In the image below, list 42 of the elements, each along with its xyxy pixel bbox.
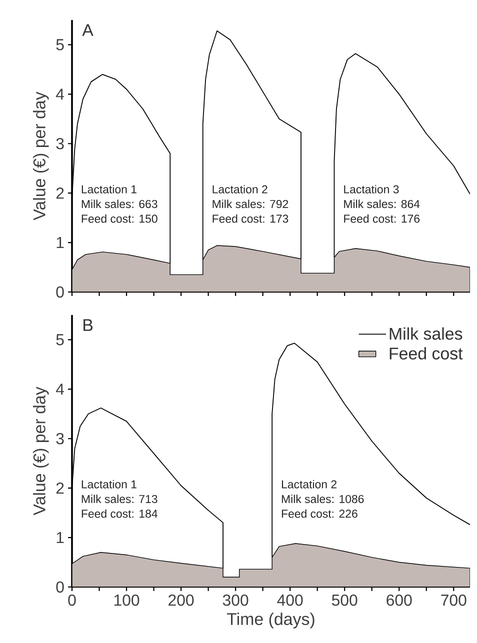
annotation: Milk sales: 1086 [282,494,364,504]
x-tick-label: 500 [332,594,358,606]
y-tick-label: 2 [56,188,64,199]
x-axis-title: Time (days) [226,612,314,628]
x-tick-label: 200 [168,594,194,606]
annotation: Milk sales: 713 [82,494,158,504]
x-tick-label: 300 [222,594,248,606]
annotation: Milk sales: 663 [82,200,158,208]
annotation: Lactation 1 [82,480,136,488]
y-tick-label: 5 [56,334,64,346]
annotation: Lactation 3 [344,184,399,194]
y-tick-label: 0 [56,581,64,593]
annotation: Milk sales: 792 [212,200,288,208]
annotation: A [82,24,94,36]
y-tick-label: 1 [56,532,64,544]
x-tick-label: 600 [386,594,412,606]
y-tick-label: 3 [56,432,64,444]
annotation: Feed cost: 226 [282,509,358,518]
annotation: Feed cost: 184 [82,509,158,518]
legend-label: Milk sales [390,327,462,340]
y-tick-label: 0 [56,286,64,298]
annotation: Lactation 2 [282,480,336,488]
y-tick-label: 1 [56,237,64,248]
annotation: Lactation 1 [82,184,136,194]
y-tick-label: 3 [56,138,64,150]
x-tick-label: 400 [277,594,303,606]
annotation: Feed cost: 176 [344,214,420,223]
y-tick-label: 4 [56,384,64,395]
y-tick-label: 4 [56,88,64,100]
annotation: B [84,319,93,331]
annotation: Feed cost: 173 [212,214,288,223]
x-tick-label: 0 [68,594,76,606]
x-tick-label: 700 [441,594,466,606]
y-axis-title: Value (€) per day [32,92,49,220]
y-tick-label: 2 [56,482,64,494]
annotation: Milk sales: 864 [344,200,420,208]
y-axis-title: Value (€) per day [32,386,49,516]
annotation: Lactation 2 [212,184,268,194]
annotation: Feed cost: 150 [82,214,158,223]
legend-label: Feed cost [390,347,463,360]
x-tick-label: 100 [114,594,140,606]
y-tick-label: 5 [56,39,64,50]
